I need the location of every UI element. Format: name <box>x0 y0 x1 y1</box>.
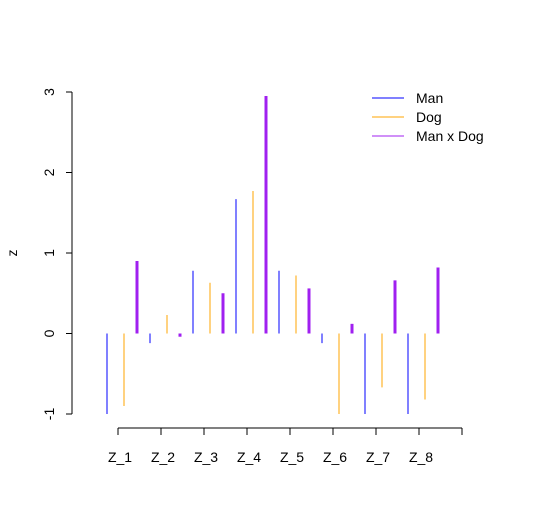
x-tick-label: Z_8 <box>409 449 433 465</box>
x-tick-label: Z_5 <box>280 449 304 465</box>
plot-area <box>106 96 440 414</box>
y-tick-label: 2 <box>41 168 57 176</box>
y-axis: -1 0 1 2 3 <box>41 88 73 421</box>
legend-label: Man <box>416 90 443 106</box>
y-tick-label: 3 <box>41 88 57 96</box>
legend: Man Dog Man x Dog <box>372 90 484 144</box>
y-tick-label: -1 <box>41 408 57 421</box>
x-axis: Z_1 Z_2 Z_3 Z_4 Z_5 Z_6 Z_7 Z_8 <box>108 427 463 465</box>
x-tick-label: Z_6 <box>323 449 347 465</box>
x-tick-label: Z_4 <box>237 449 261 465</box>
legend-label: Man x Dog <box>416 128 484 144</box>
legend-label: Dog <box>416 109 442 125</box>
x-tick-label: Z_7 <box>366 449 390 465</box>
x-tick-label: Z_2 <box>151 449 175 465</box>
x-tick-label: Z_3 <box>194 449 218 465</box>
y-axis-label: z <box>4 250 20 257</box>
y-tick-label: 0 <box>41 329 57 337</box>
x-tick-label: Z_1 <box>108 449 132 465</box>
y-tick-label: 1 <box>41 249 57 257</box>
